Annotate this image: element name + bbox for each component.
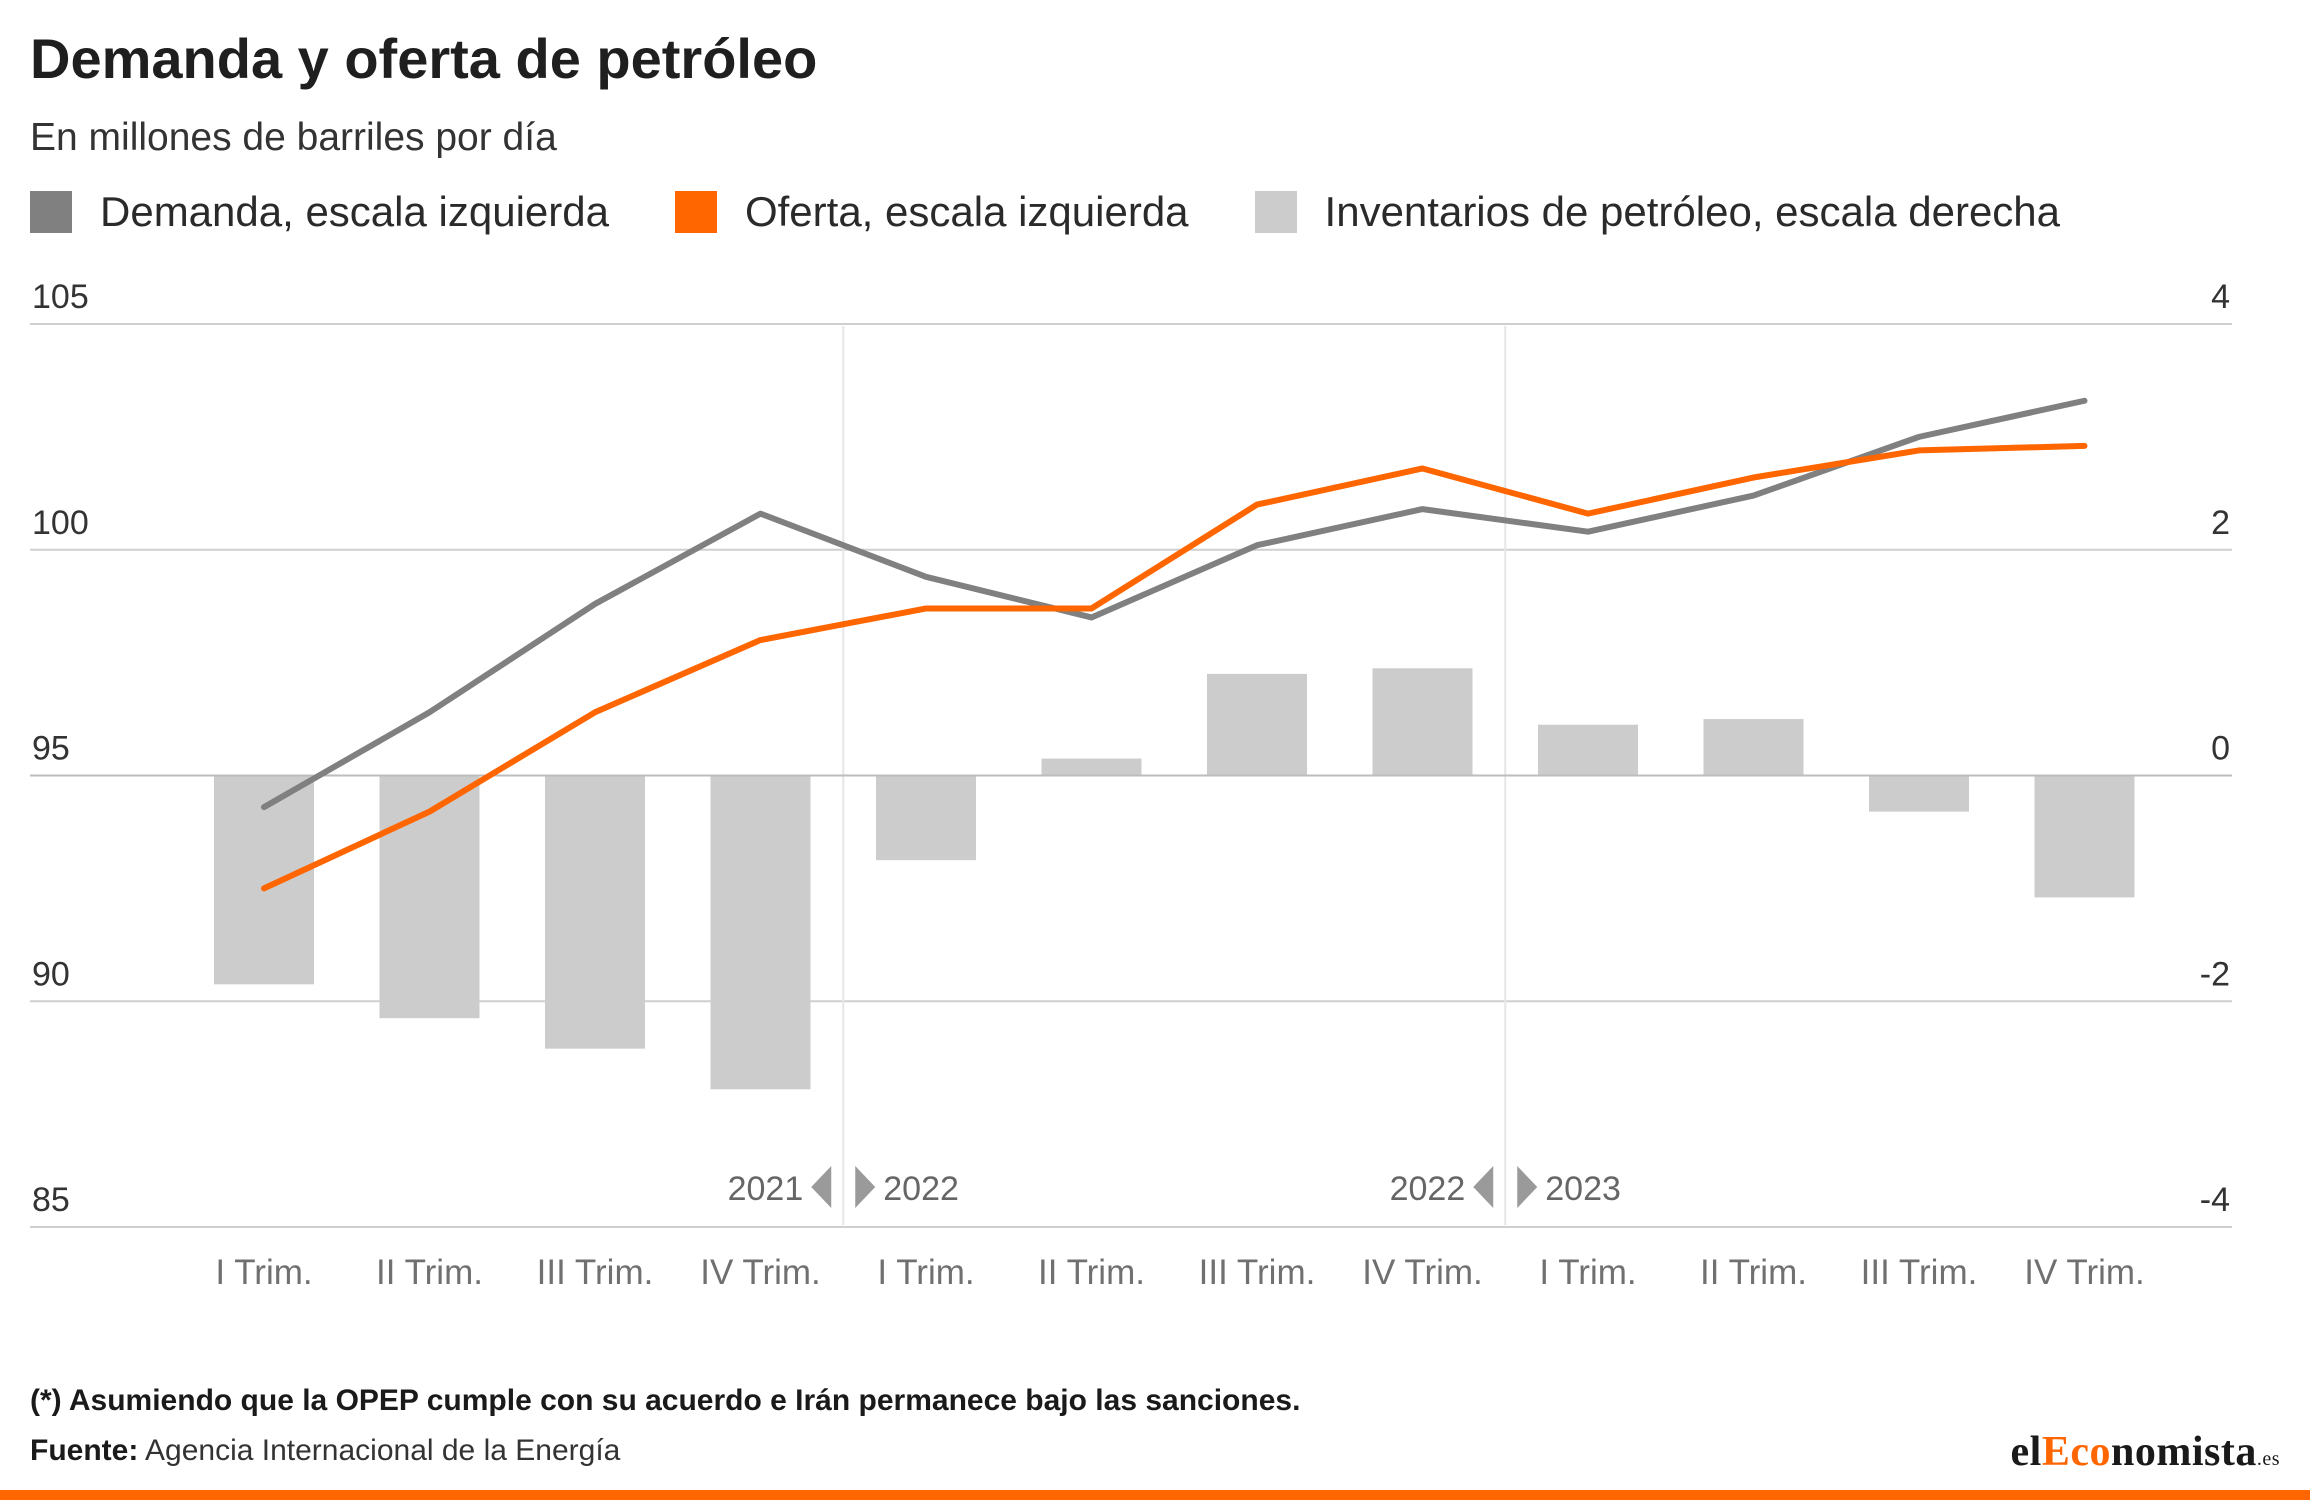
chart-title: Demanda y oferta de petróleo bbox=[30, 27, 818, 90]
source: Fuente: Agencia Internacional de la Ener… bbox=[30, 1434, 620, 1468]
legend-label-inventarios: Inventarios de petróleo, escala derecha bbox=[1324, 188, 2061, 235]
y-right-tick-label: 4 bbox=[2211, 278, 2230, 316]
arrow-right-icon bbox=[855, 1166, 876, 1208]
y-right-tick-label: -4 bbox=[2200, 1181, 2230, 1219]
chart-subtitle: En millones de barriles por día bbox=[30, 116, 557, 159]
x-tick-label: II Trim. bbox=[1700, 1253, 1807, 1292]
y-left-tick-label: 90 bbox=[32, 955, 70, 993]
y-right-tick-label: 0 bbox=[2211, 730, 2230, 768]
y-left-tick-label: 85 bbox=[32, 1181, 70, 1219]
y-left-tick-label: 105 bbox=[32, 278, 89, 316]
x-tick-label: I Trim. bbox=[215, 1253, 312, 1292]
x-tick-label: III Trim. bbox=[537, 1253, 654, 1292]
y-right-tick-label: -2 bbox=[2200, 955, 2230, 993]
period-label-right: 2023 bbox=[1545, 1170, 1621, 1208]
legend-item-demanda: Demanda, escala izquierda bbox=[30, 188, 609, 236]
y-left-tick-label: 95 bbox=[32, 730, 70, 768]
bar-inventarios bbox=[876, 775, 976, 861]
legend-label-oferta: Oferta, escala izquierda bbox=[744, 188, 1189, 235]
arrow-left-icon bbox=[811, 1166, 832, 1208]
arrow-right-icon bbox=[1517, 1166, 1538, 1208]
legend-item-oferta: Oferta, escala izquierda bbox=[674, 188, 1189, 236]
legend-swatch-demanda bbox=[30, 191, 72, 233]
bar-inventarios bbox=[545, 775, 645, 1049]
bar-inventarios bbox=[1372, 668, 1473, 776]
legend-swatch-oferta bbox=[674, 191, 717, 233]
x-tick-label: III Trim. bbox=[1861, 1253, 1978, 1292]
bar-inventarios bbox=[379, 775, 480, 1019]
period-label-left: 2022 bbox=[1390, 1170, 1466, 1208]
x-tick-label: IV Trim. bbox=[2024, 1253, 2145, 1292]
bar-inventarios bbox=[2034, 775, 2135, 898]
line-demanda bbox=[261, 397, 2088, 811]
period-label-right: 2022 bbox=[883, 1170, 959, 1208]
bar-inventarios bbox=[1538, 724, 1638, 776]
x-tick-label: I Trim. bbox=[877, 1253, 974, 1292]
chart-plot: 85 -4 90 -2 95 0 100 2 105 4 2021 2022 2022 2023 I Tri… bbox=[30, 278, 2232, 1292]
x-tick-label: IV Trim. bbox=[700, 1253, 821, 1292]
y-left-tick-label: 100 bbox=[32, 504, 89, 542]
line-oferta bbox=[261, 442, 2088, 892]
bar-inventarios bbox=[1869, 775, 1969, 812]
x-tick-label: III Trim. bbox=[1199, 1253, 1316, 1292]
legend-label-demanda: Demanda, escala izquierda bbox=[100, 188, 609, 235]
x-tick-label: IV Trim. bbox=[1362, 1253, 1483, 1292]
bar-inventarios bbox=[710, 775, 811, 1090]
x-tick-label: I Trim. bbox=[1539, 1253, 1636, 1292]
bar-inventarios bbox=[1207, 673, 1307, 776]
period-label-left: 2021 bbox=[728, 1170, 804, 1208]
arrow-left-icon bbox=[1473, 1166, 1494, 1208]
legend: Demanda, escala izquierda Oferta, escala… bbox=[30, 186, 2126, 238]
source-text: Agencia Internacional de la Energía bbox=[138, 1434, 621, 1467]
bar-inventarios bbox=[1041, 758, 1142, 776]
bar-inventarios bbox=[214, 775, 314, 985]
source-label: Fuente: bbox=[30, 1434, 139, 1467]
x-tick-label: II Trim. bbox=[1038, 1253, 1145, 1292]
brand-logo: elEconomista.es bbox=[2010, 1429, 2280, 1475]
legend-item-inventarios: Inventarios de petróleo, escala derecha bbox=[1254, 188, 2061, 236]
bottom-accent-bar bbox=[0, 1490, 2310, 1500]
legend-swatch-inventarios bbox=[1254, 191, 1297, 233]
bar-inventarios bbox=[1703, 719, 1804, 776]
footnote: (*) Asumiendo que la OPEP cumple con su … bbox=[30, 1384, 1301, 1417]
x-tick-label: II Trim. bbox=[376, 1253, 483, 1292]
y-right-tick-label: 2 bbox=[2211, 504, 2230, 542]
